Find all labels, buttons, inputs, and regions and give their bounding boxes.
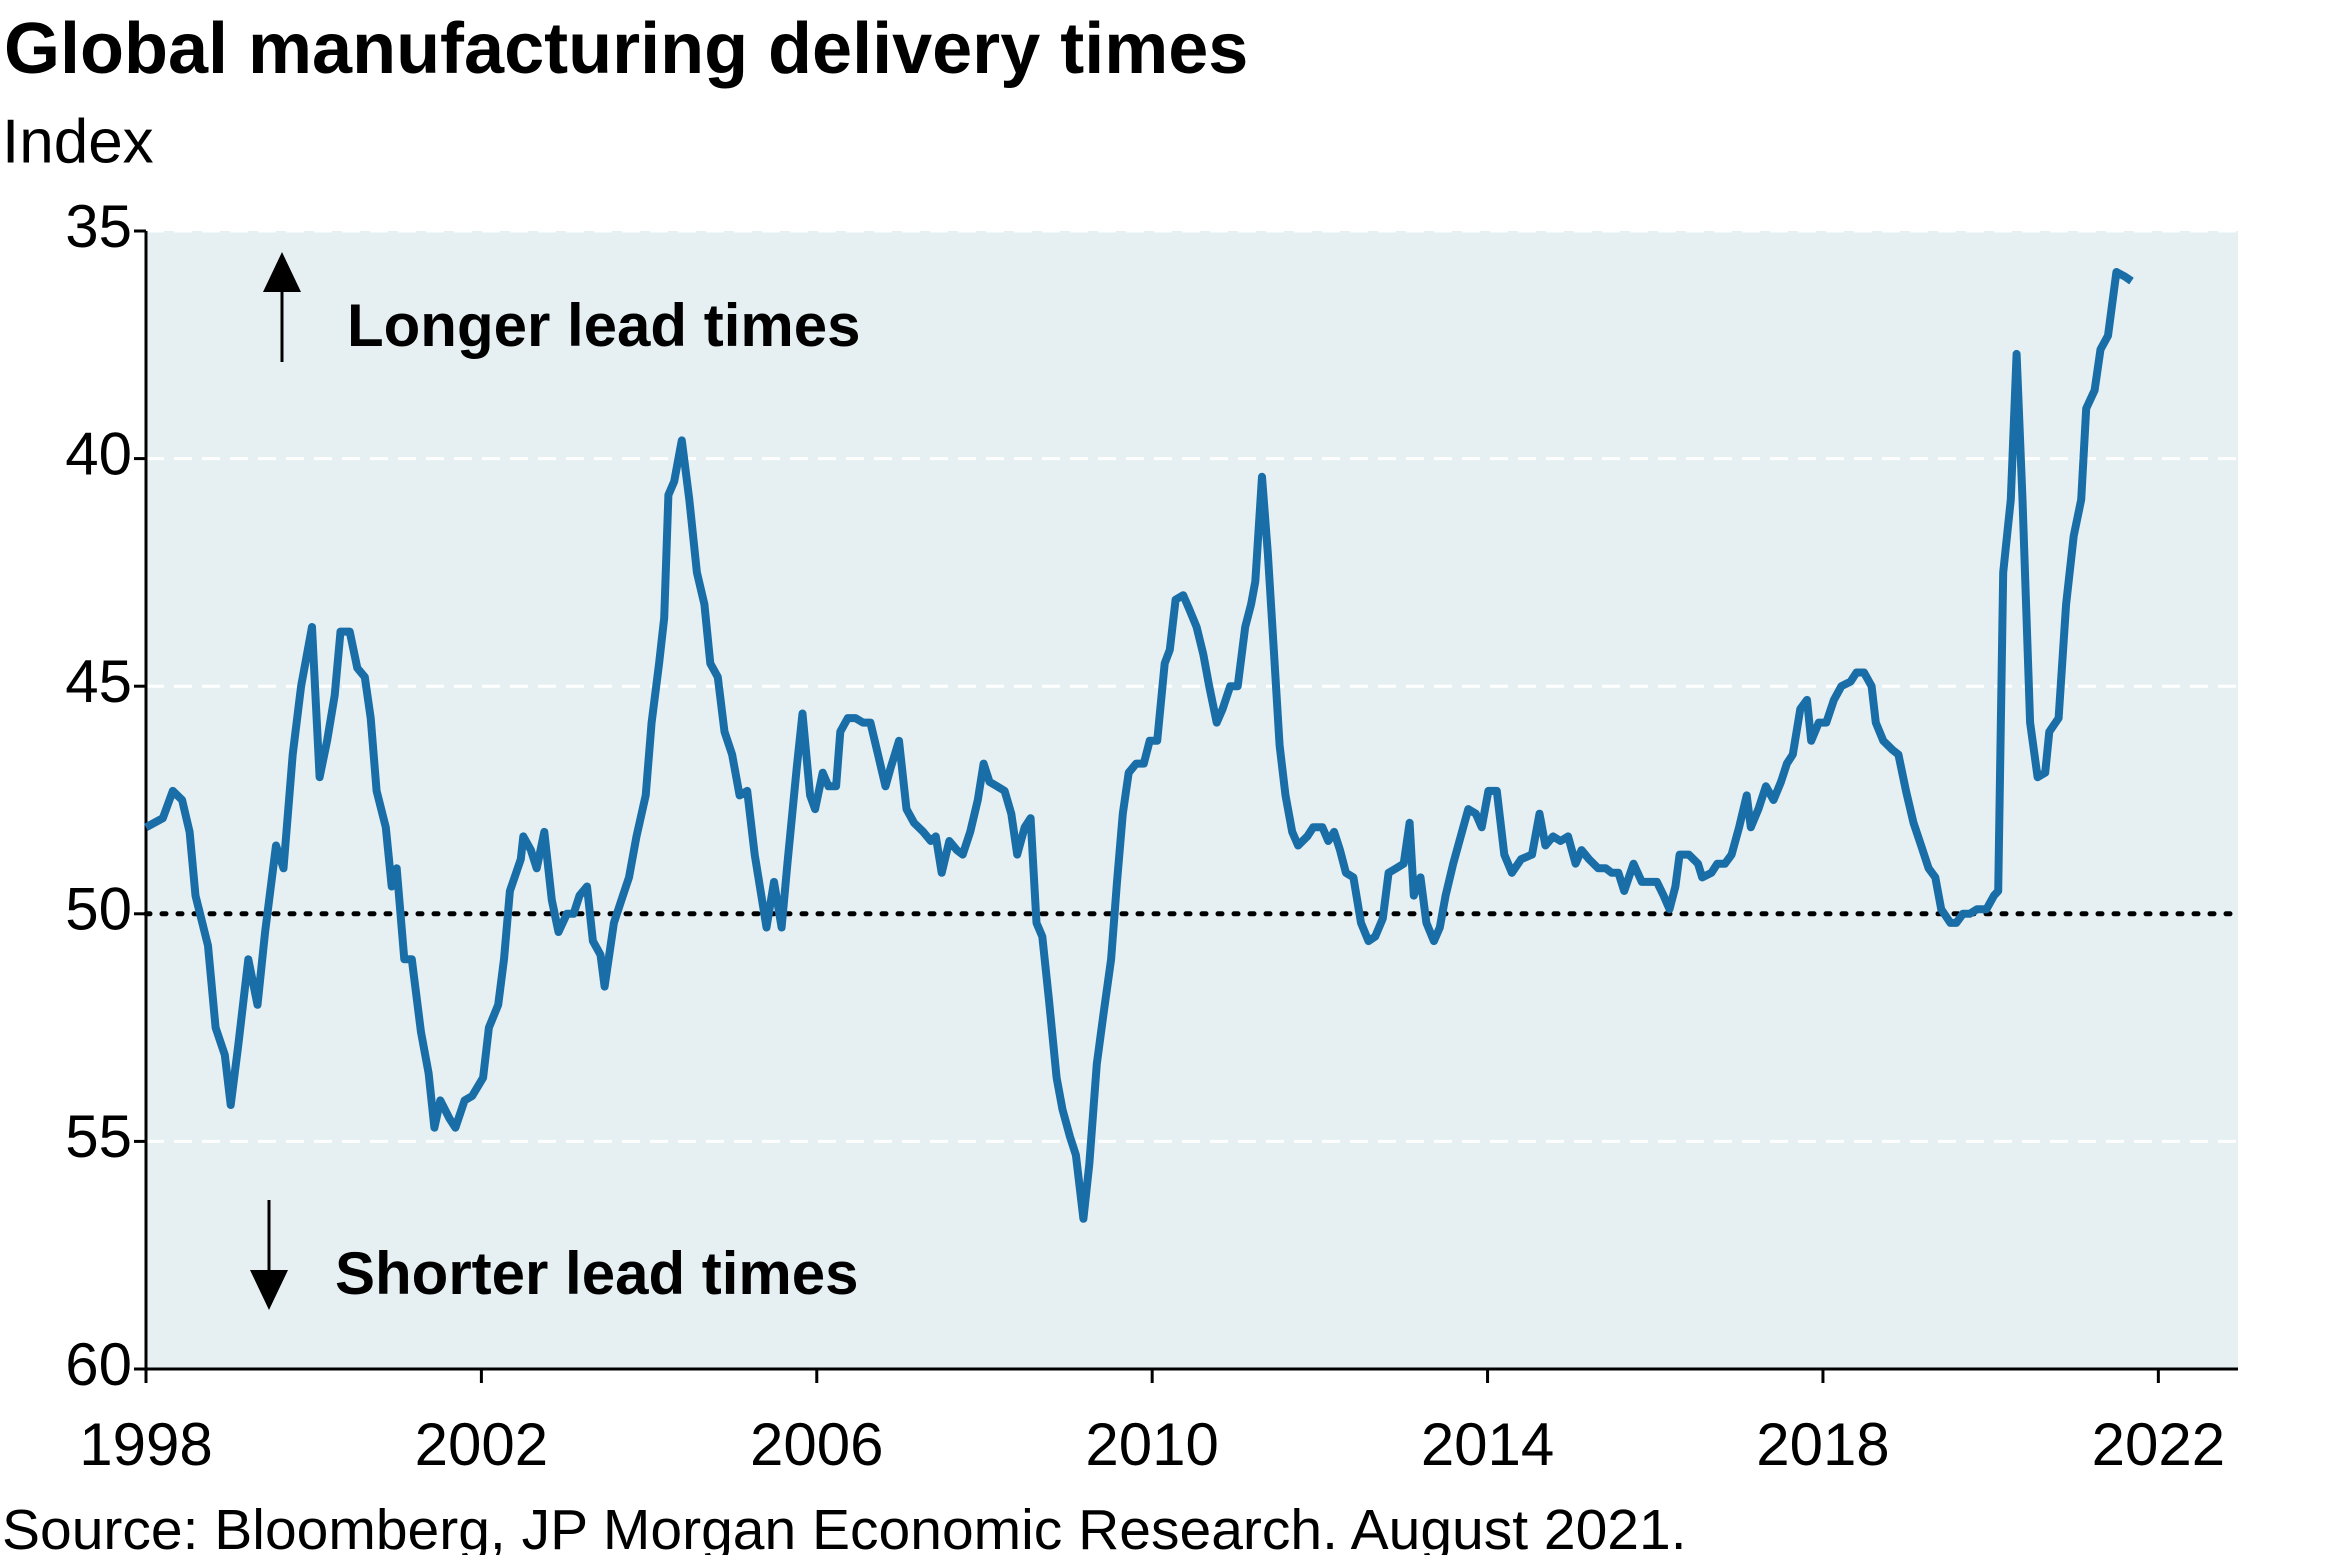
y-tick-label: 50 xyxy=(65,876,132,943)
x-tick-label: 2006 xyxy=(750,1411,883,1478)
arrow-head xyxy=(250,1270,288,1310)
y-tick-label: 55 xyxy=(65,1103,132,1170)
y-tick-label: 45 xyxy=(65,648,132,715)
y-tick-label: 35 xyxy=(65,193,132,260)
plot: 35 40 45 50 55 60 1998 2002 2006 2010 2014 2018 2022 xyxy=(65,193,2241,1478)
annotation: Shorter lead times xyxy=(335,1240,859,1307)
y-tick-label: 40 xyxy=(65,420,132,487)
x-tick-label: 2018 xyxy=(1756,1411,1889,1478)
chart-subtitle: Index xyxy=(2,107,154,176)
source: Source: Bloomberg, JP Morgan Economic Re… xyxy=(2,1498,1687,1555)
annotation: Longer lead times xyxy=(347,292,860,359)
x-tick-label: 2022 xyxy=(2092,1411,2225,1478)
x-tick-label: 1998 xyxy=(79,1411,212,1478)
chart-title: Global manufacturing delivery times xyxy=(4,9,1248,89)
data-line xyxy=(144,268,2134,1223)
x-tick-label: 2002 xyxy=(415,1411,548,1478)
plot-background xyxy=(146,231,2238,1369)
arrow-head xyxy=(263,252,301,292)
x-tick-label: 2010 xyxy=(1085,1411,1218,1478)
x-tick-label: 2014 xyxy=(1421,1411,1554,1478)
y-tick-label: 60 xyxy=(65,1331,132,1398)
